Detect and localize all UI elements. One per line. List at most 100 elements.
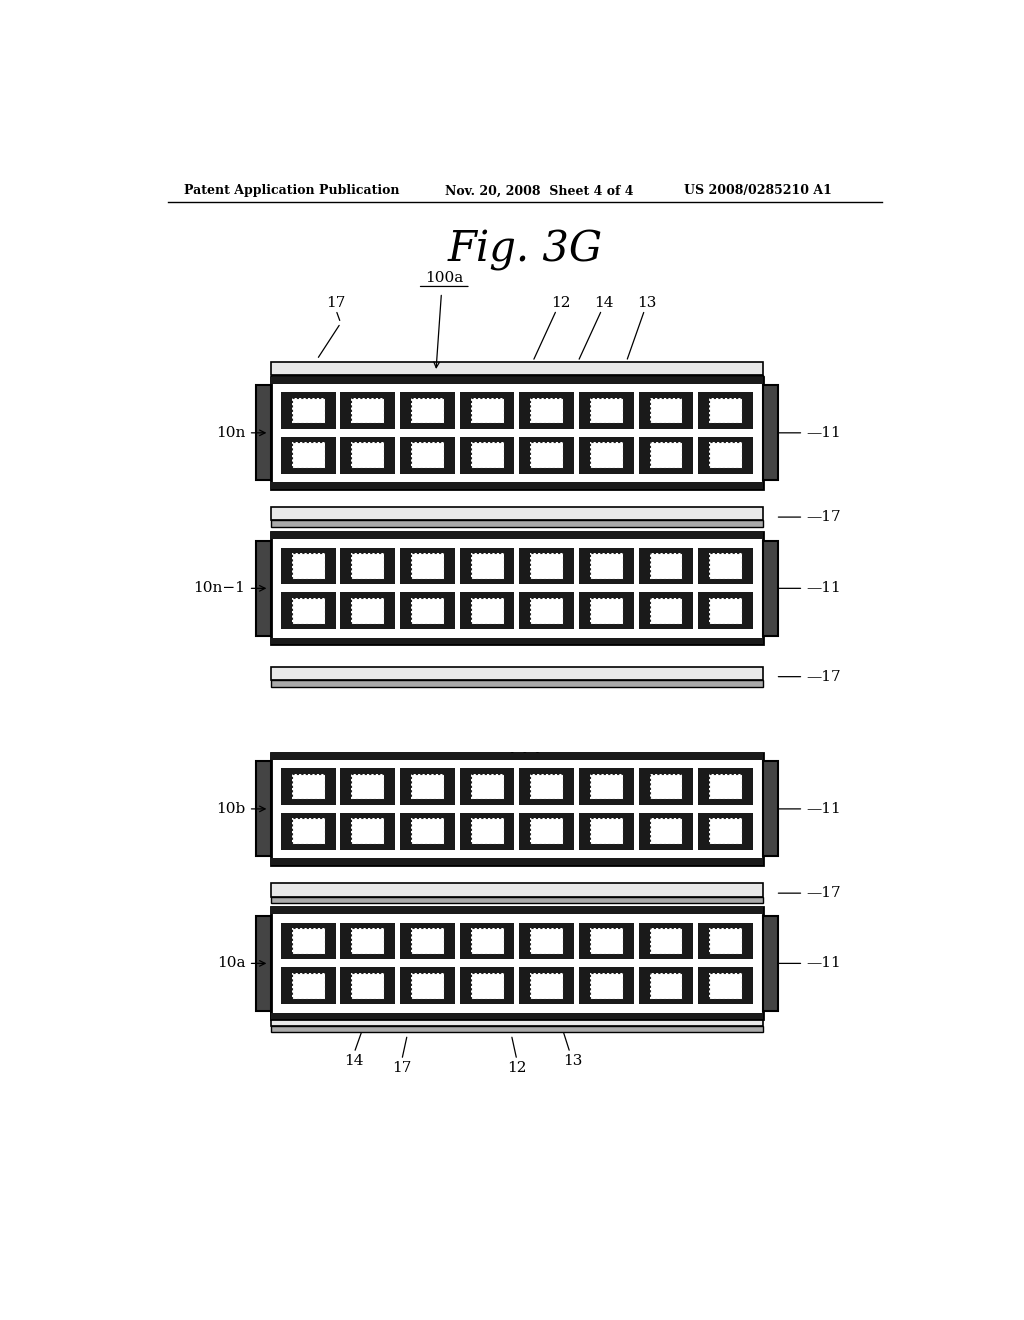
Bar bbox=[639, 923, 693, 960]
Bar bbox=[270, 1012, 763, 1019]
Text: 100a: 100a bbox=[425, 272, 463, 285]
Bar bbox=[579, 437, 634, 474]
Bar bbox=[649, 774, 682, 800]
Bar bbox=[519, 813, 574, 850]
Bar bbox=[649, 973, 682, 999]
Bar bbox=[590, 397, 623, 424]
Bar bbox=[649, 397, 682, 424]
Bar bbox=[710, 928, 742, 954]
Bar bbox=[400, 437, 455, 474]
Bar bbox=[590, 774, 623, 800]
Bar bbox=[400, 392, 455, 429]
Bar bbox=[710, 774, 742, 800]
Bar bbox=[292, 928, 325, 954]
Bar bbox=[639, 813, 693, 850]
Bar bbox=[400, 968, 455, 1005]
Bar bbox=[340, 813, 395, 850]
Bar bbox=[270, 532, 763, 539]
Bar bbox=[460, 593, 514, 630]
Bar bbox=[639, 593, 693, 630]
Bar bbox=[649, 553, 682, 578]
Bar bbox=[530, 774, 563, 800]
Bar bbox=[270, 858, 763, 865]
Text: . . .: . . . bbox=[509, 741, 541, 759]
Bar bbox=[698, 593, 753, 630]
Bar bbox=[292, 598, 325, 623]
Text: —11: —11 bbox=[807, 581, 842, 595]
Bar bbox=[411, 553, 443, 578]
Bar bbox=[530, 397, 563, 424]
Bar bbox=[710, 553, 742, 578]
Bar bbox=[590, 818, 623, 843]
Bar bbox=[530, 973, 563, 999]
Bar bbox=[710, 928, 742, 954]
Text: —17: —17 bbox=[807, 669, 841, 684]
Bar bbox=[639, 437, 693, 474]
Bar bbox=[281, 437, 336, 474]
Bar bbox=[270, 907, 763, 915]
Bar bbox=[351, 598, 384, 623]
Bar bbox=[411, 598, 443, 623]
Bar bbox=[530, 928, 563, 954]
Text: 12: 12 bbox=[551, 296, 570, 310]
Bar bbox=[292, 553, 325, 578]
Bar bbox=[649, 928, 682, 954]
Bar bbox=[281, 593, 336, 630]
Bar bbox=[471, 598, 504, 623]
Bar bbox=[292, 973, 325, 999]
Bar bbox=[579, 392, 634, 429]
Bar bbox=[530, 442, 563, 469]
Bar bbox=[710, 818, 742, 843]
Bar bbox=[698, 813, 753, 850]
Text: Patent Application Publication: Patent Application Publication bbox=[183, 185, 399, 198]
Bar bbox=[411, 818, 443, 843]
Bar bbox=[351, 774, 384, 800]
Bar bbox=[340, 593, 395, 630]
Bar bbox=[411, 928, 443, 954]
Bar bbox=[270, 362, 763, 375]
Bar bbox=[400, 813, 455, 850]
Bar bbox=[270, 375, 763, 381]
Bar bbox=[281, 923, 336, 960]
Bar bbox=[579, 923, 634, 960]
Bar bbox=[763, 385, 777, 480]
Bar bbox=[411, 973, 443, 999]
Bar bbox=[351, 928, 384, 954]
Bar bbox=[471, 774, 504, 800]
Bar bbox=[270, 378, 763, 384]
Bar bbox=[256, 385, 270, 480]
Bar bbox=[351, 442, 384, 469]
Bar bbox=[530, 928, 563, 954]
Bar bbox=[340, 768, 395, 805]
Bar bbox=[270, 752, 763, 760]
Bar bbox=[649, 598, 682, 623]
Bar bbox=[649, 442, 682, 469]
Bar bbox=[270, 638, 763, 644]
Bar bbox=[649, 818, 682, 843]
Bar bbox=[590, 818, 623, 843]
Bar bbox=[270, 1026, 763, 1032]
Bar bbox=[519, 968, 574, 1005]
Bar bbox=[590, 973, 623, 999]
Bar bbox=[763, 762, 777, 857]
Bar bbox=[471, 553, 504, 578]
Text: 12: 12 bbox=[507, 1061, 526, 1074]
Bar bbox=[710, 553, 742, 578]
Bar bbox=[411, 598, 443, 623]
Bar bbox=[649, 818, 682, 843]
Bar bbox=[411, 442, 443, 469]
Bar bbox=[698, 548, 753, 585]
Bar bbox=[400, 768, 455, 805]
Bar bbox=[590, 973, 623, 999]
Bar bbox=[639, 548, 693, 585]
Bar bbox=[471, 397, 504, 424]
Bar bbox=[519, 392, 574, 429]
Bar bbox=[579, 593, 634, 630]
Bar bbox=[530, 598, 563, 623]
Bar bbox=[698, 437, 753, 474]
Bar bbox=[710, 818, 742, 843]
Bar bbox=[590, 397, 623, 424]
Bar bbox=[411, 818, 443, 843]
Text: 17: 17 bbox=[327, 296, 346, 310]
Text: 10a: 10a bbox=[217, 957, 246, 970]
